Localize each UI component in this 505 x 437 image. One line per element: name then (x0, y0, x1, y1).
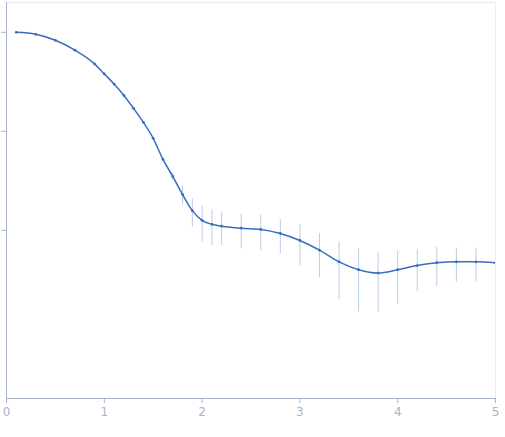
svg-text:3: 3 (296, 405, 304, 419)
svg-text:4: 4 (394, 405, 402, 419)
svg-text:5: 5 (492, 405, 500, 419)
svg-text:2: 2 (198, 405, 206, 419)
svg-text:0: 0 (3, 405, 11, 419)
svg-text:1: 1 (100, 405, 108, 419)
